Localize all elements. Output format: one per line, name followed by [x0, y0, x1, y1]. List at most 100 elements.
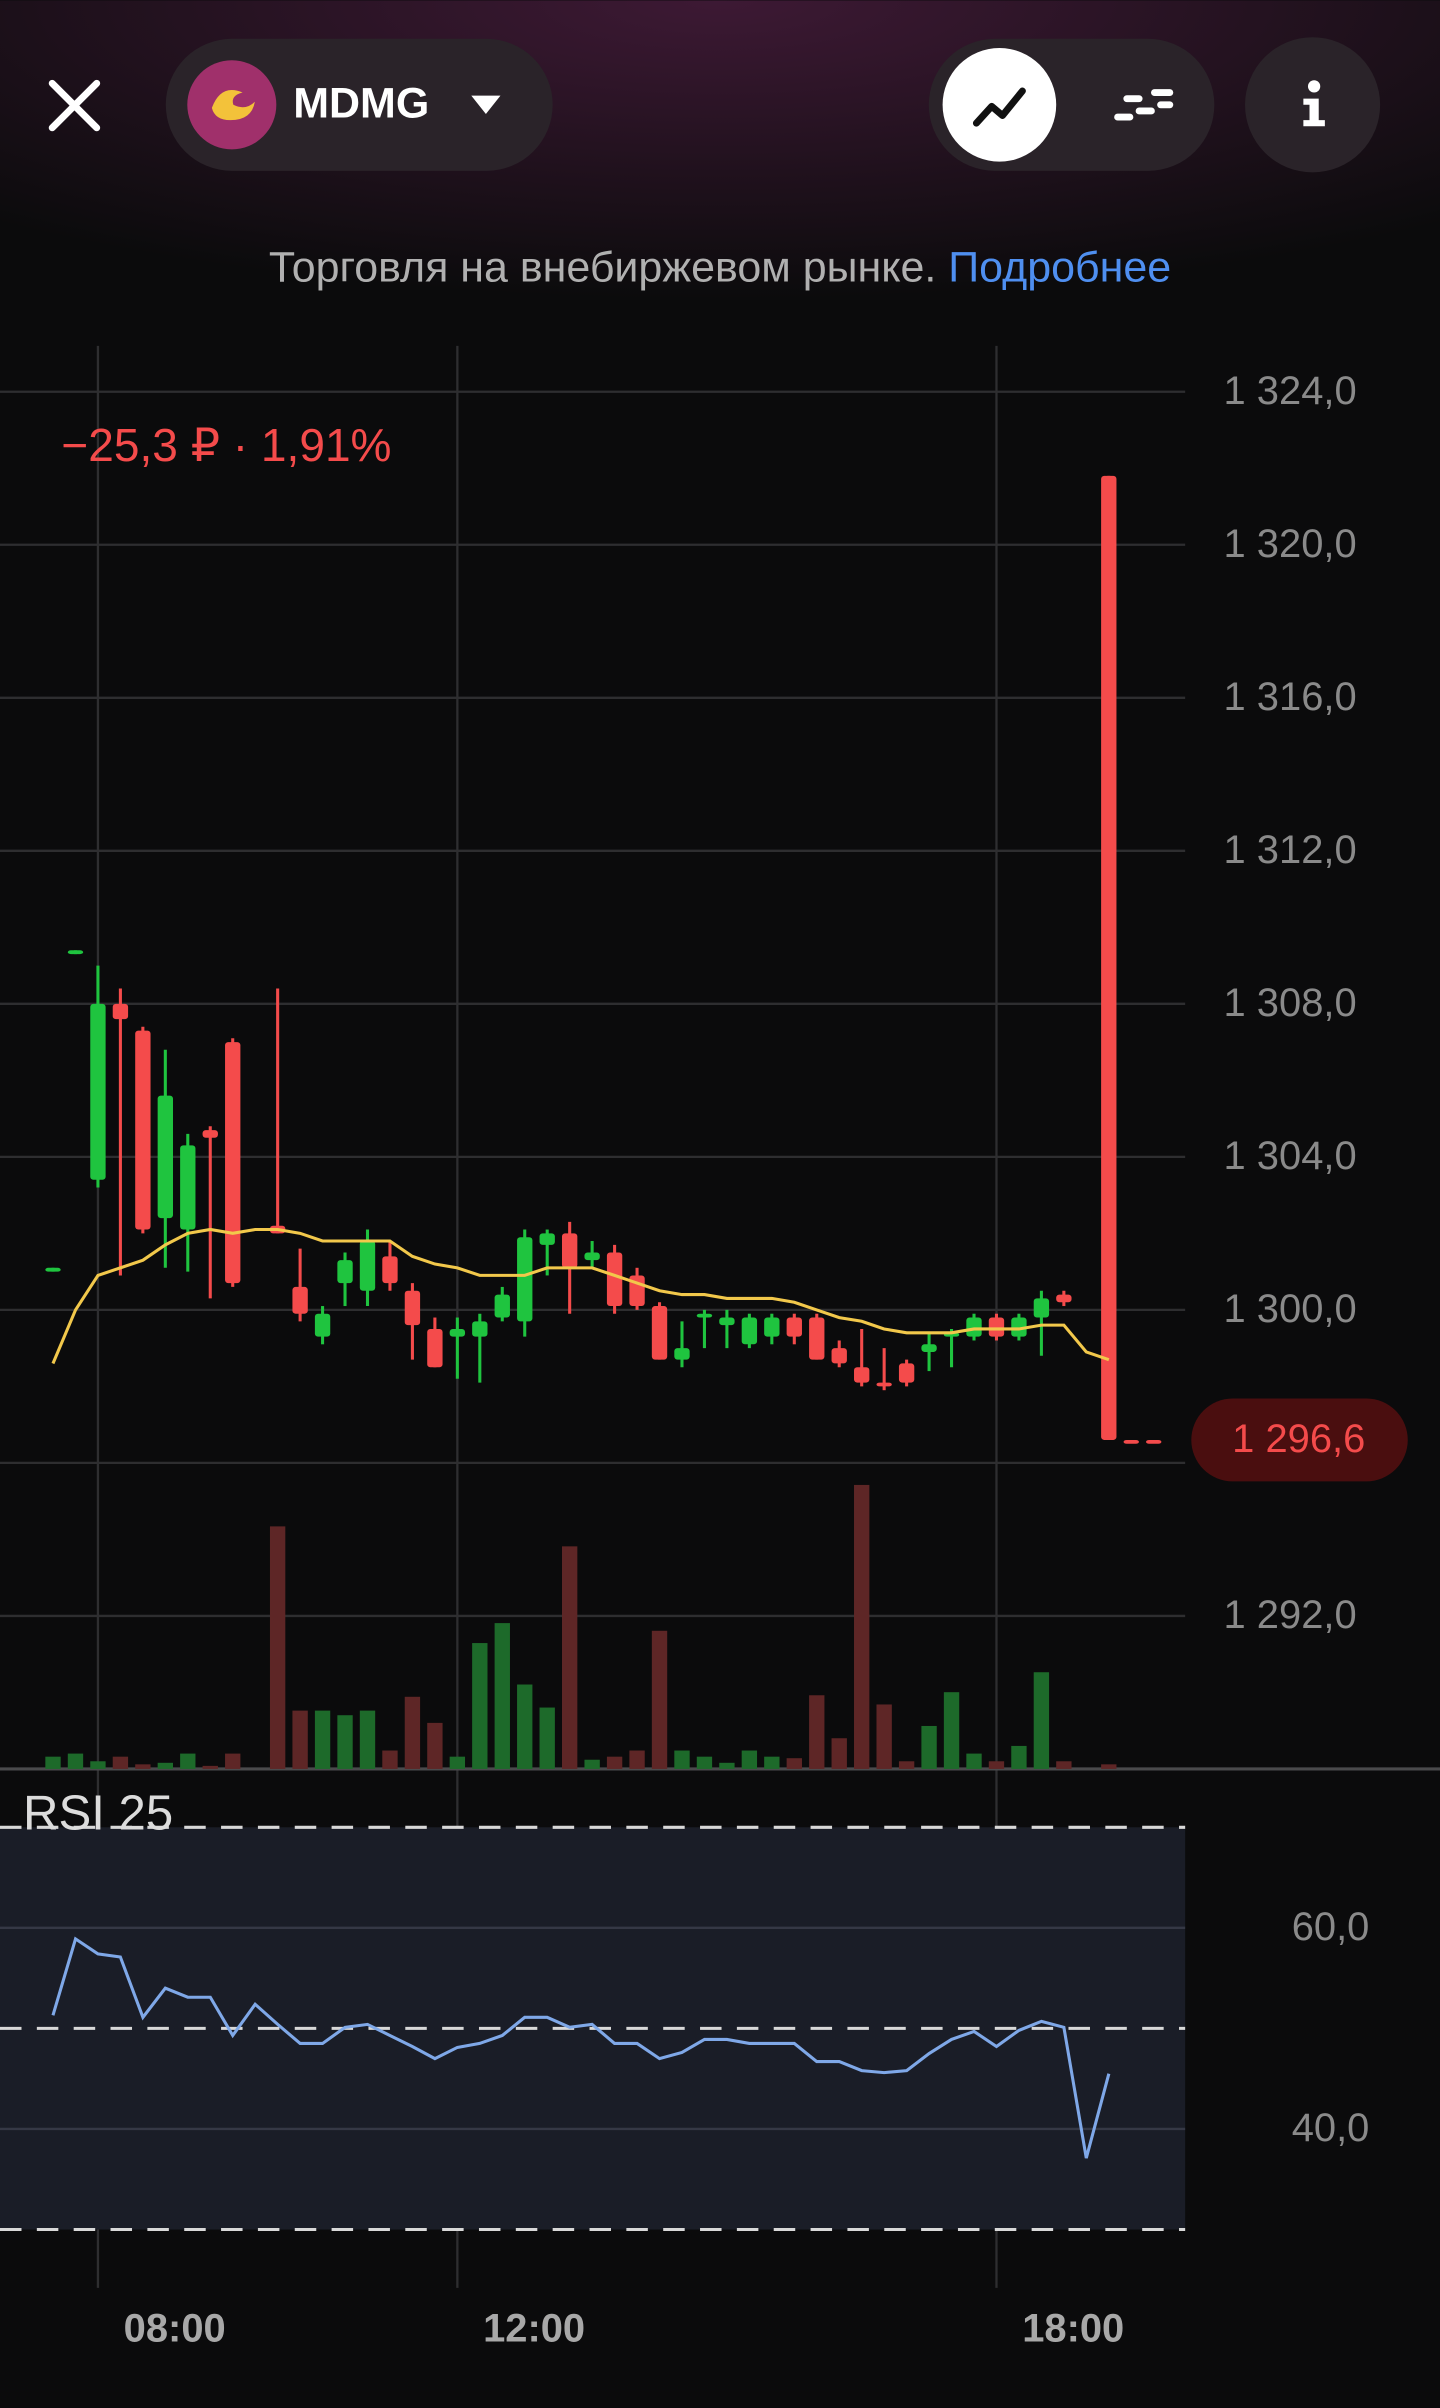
- candle-body: [382, 1256, 398, 1284]
- view-toggle: [928, 38, 1215, 171]
- volume-bar: [517, 1684, 533, 1769]
- candle-view-button[interactable]: [1114, 89, 1174, 121]
- volume-bar: [45, 1756, 61, 1769]
- y-tick-label: 1 312,0: [1224, 828, 1357, 872]
- candle-body: [359, 1241, 376, 1291]
- moving-average-line: [51, 1227, 1110, 1365]
- volume-bar: [696, 1756, 713, 1769]
- candle-body: [696, 1313, 713, 1318]
- ticker: MDMG: [293, 80, 429, 128]
- candle-body: [584, 1252, 600, 1261]
- candle-body: [1101, 475, 1117, 1440]
- candle-body: [90, 1003, 106, 1180]
- candle-body: [135, 1030, 151, 1230]
- candle-body: [314, 1313, 331, 1337]
- volume-bar: [112, 1756, 129, 1769]
- candle-body: [1011, 1317, 1027, 1337]
- line-view-button[interactable]: [942, 48, 1057, 162]
- candle-body: [1056, 1294, 1072, 1303]
- volume-bar: [719, 1762, 735, 1769]
- volume-bar: [359, 1710, 376, 1769]
- candle-body: [786, 1317, 802, 1337]
- volume-bar: [1011, 1745, 1027, 1769]
- volume-bar: [898, 1761, 915, 1769]
- price-change: −25,3 ₽ · 1,91%: [61, 419, 391, 471]
- info-dot: [1307, 80, 1321, 93]
- volume-bar: [202, 1765, 218, 1769]
- volume-bar: [764, 1756, 780, 1769]
- y-tick-label: 1 316,0: [1224, 675, 1357, 719]
- volume-bar: [494, 1623, 510, 1769]
- volume-bar: [943, 1692, 960, 1769]
- volume-bar: [90, 1761, 106, 1769]
- candle-body: [674, 1348, 690, 1360]
- volume-bar: [966, 1753, 982, 1769]
- volume-bar: [988, 1761, 1005, 1769]
- rsi-line: [51, 1936, 1111, 2159]
- candle-body: [719, 1317, 735, 1326]
- candle-body: [67, 950, 84, 955]
- candle-body: [831, 1348, 847, 1364]
- candle-body: [427, 1329, 443, 1368]
- candle-body: [337, 1260, 353, 1284]
- volume-bar: [180, 1753, 196, 1769]
- volume-bar: [786, 1758, 802, 1769]
- volume-bar: [854, 1484, 870, 1769]
- y-tick-label: 1 320,0: [1224, 522, 1357, 566]
- close-button[interactable]: [48, 79, 101, 132]
- candle-body: [606, 1252, 623, 1307]
- x-tick-label: 12:00: [483, 2306, 585, 2350]
- volume-bar: [651, 1630, 668, 1769]
- volume-bar: [449, 1756, 466, 1769]
- volume-bar: [539, 1707, 555, 1769]
- volume-bar: [629, 1750, 645, 1769]
- info-button[interactable]: [1245, 37, 1381, 173]
- candle-body: [741, 1317, 758, 1345]
- y-tick-label: 1 324,0: [1224, 369, 1357, 413]
- line-icon: [972, 87, 1026, 127]
- candle-body: [449, 1329, 466, 1337]
- volume-bar: [337, 1715, 353, 1769]
- volume-bar: [67, 1753, 84, 1769]
- rsi-title: RSI 25: [23, 1787, 173, 1841]
- volume-bar: [584, 1759, 600, 1769]
- last-price-pill: [1191, 1398, 1408, 1482]
- y-tick-label: 40,0: [1292, 2106, 1370, 2150]
- candle-body: [292, 1286, 308, 1314]
- close-icon: [48, 79, 101, 132]
- volume-bar: [561, 1546, 578, 1769]
- volume-bar: [606, 1756, 623, 1769]
- candle-body: [809, 1317, 825, 1360]
- candle-body: [45, 1267, 61, 1272]
- volume-bar: [382, 1750, 398, 1769]
- candle-body: [112, 1003, 129, 1020]
- volume-bar: [135, 1764, 151, 1769]
- dropdown-arrow: [471, 95, 501, 115]
- candle-body: [921, 1344, 937, 1352]
- candle-body: [180, 1145, 196, 1230]
- candle-body: [1146, 1439, 1162, 1444]
- volume-bar: [876, 1704, 892, 1769]
- volume-bar: [831, 1738, 847, 1769]
- volume-bar: [269, 1526, 286, 1769]
- volume-bar: [404, 1696, 421, 1769]
- y-tick-label: 1 300,0: [1224, 1287, 1357, 1331]
- candle-body: [876, 1382, 892, 1387]
- candle-body: [651, 1306, 668, 1360]
- active-circle: [942, 48, 1057, 162]
- candle-body: [494, 1294, 510, 1318]
- candle-body: [764, 1317, 780, 1337]
- ticker-selector[interactable]: MDMG: [165, 38, 553, 171]
- notice-link[interactable]: Подробнее: [948, 244, 1171, 292]
- candle-body: [1123, 1439, 1139, 1444]
- x-tick-label: 18:00: [1022, 2306, 1124, 2350]
- candle-body: [404, 1290, 421, 1326]
- volume-bar: [157, 1762, 174, 1769]
- y-tick-label: 1 308,0: [1224, 981, 1357, 1025]
- y-tick-label: 60,0: [1292, 1905, 1370, 1949]
- candle-body: [1033, 1298, 1050, 1318]
- candle-body: [854, 1367, 870, 1383]
